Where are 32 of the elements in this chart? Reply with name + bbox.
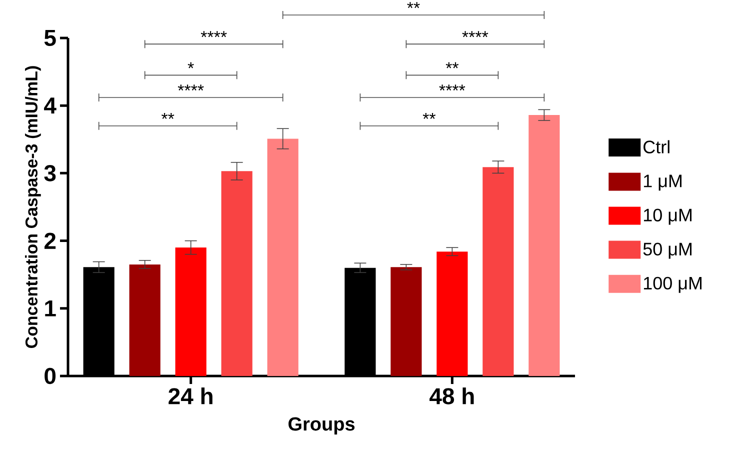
text: **** — [200, 31, 227, 38]
annotation: ** — [422, 112, 436, 119]
y-tick-label: 0 — [44, 368, 56, 384]
y-tick-label: 3 — [44, 165, 56, 182]
annotation: ** — [446, 62, 459, 68]
legend-label: 100 μM — [644, 276, 702, 293]
y-tick-label: 5 — [44, 30, 56, 46]
bar — [528, 115, 560, 376]
y-tick-label: 4 — [44, 98, 56, 114]
x-axis-title: Groups — [288, 417, 355, 434]
annotation: * — [188, 62, 194, 68]
annotation: ** — [162, 112, 174, 119]
legend-label: Ctrl — [644, 140, 670, 154]
y-tick-label: 2 — [44, 232, 56, 249]
bar — [482, 167, 514, 376]
text: **** — [462, 31, 488, 38]
bar — [390, 267, 422, 376]
legend-label: 50 μM — [643, 242, 692, 259]
legend-label: 1 μM — [644, 174, 682, 191]
bar — [175, 248, 206, 376]
bar — [129, 264, 160, 376]
bar — [221, 171, 252, 376]
annotation: **** — [439, 84, 466, 91]
y-axis-title: Concentration Caspase-3 (mIU/mL) — [25, 66, 41, 348]
bar — [436, 252, 468, 376]
x-tick-label: 24 h — [168, 388, 212, 404]
x-tick-label: 48 h — [430, 388, 474, 404]
y-tick-label: 1 — [45, 300, 56, 316]
annotation: **** — [178, 84, 204, 91]
legend-label: 10 μM — [644, 208, 692, 225]
text: ** — [407, 2, 420, 8]
bar — [267, 138, 298, 376]
